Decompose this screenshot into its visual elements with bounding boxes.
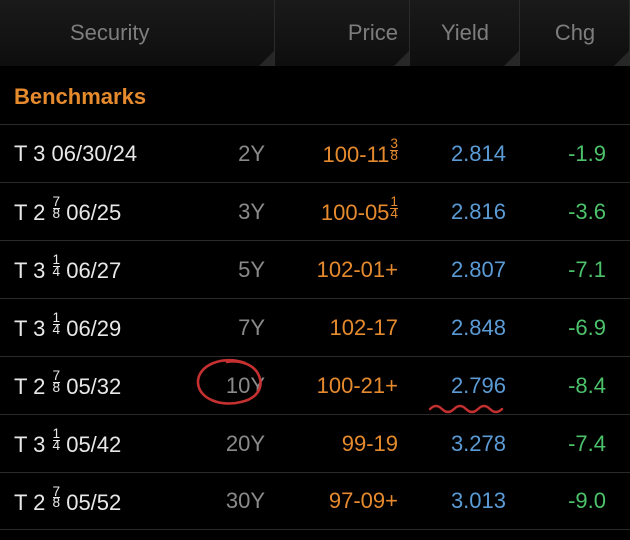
col-divider-icon [259, 50, 275, 66]
cell-security: T 3 14 06/27 [0, 255, 180, 284]
col-header-security[interactable]: Security [0, 0, 275, 66]
table-row[interactable]: T 2 78 05/5230Y97-09+3.013-9.0 [0, 472, 630, 530]
cell-tenor: 10Y [180, 373, 275, 399]
col-divider-icon [504, 50, 520, 66]
cell-chg: -6.9 [520, 315, 630, 341]
cell-tenor: 5Y [180, 257, 275, 283]
col-header-price[interactable]: Price [275, 0, 410, 66]
cell-security: T 3 14 06/29 [0, 313, 180, 342]
col-header-security-label: Security [70, 20, 149, 46]
cell-price: 99-19 [275, 431, 410, 457]
cell-price: 100-21+ [275, 373, 410, 399]
cell-price: 100-1138 [275, 139, 410, 168]
cell-tenor: 30Y [180, 488, 275, 514]
cell-chg: -9.0 [520, 488, 630, 514]
col-header-yield[interactable]: Yield [410, 0, 520, 66]
cell-tenor: 2Y [180, 141, 275, 167]
col-header-chg[interactable]: Chg [520, 0, 630, 66]
cell-yield: 2.796 [410, 373, 520, 399]
cell-security: T 3 06/30/24 [0, 141, 180, 167]
cell-price: 97-09+ [275, 488, 410, 514]
treasury-benchmark-table: Security Price Yield Chg Benchmarks T 3 … [0, 0, 630, 530]
fraction-icon: 14 [53, 255, 61, 278]
table-row[interactable]: T 2 78 05/3210Y100-21+2.796-8.4 [0, 356, 630, 414]
cell-chg: -3.6 [520, 199, 630, 225]
col-divider-icon [614, 50, 630, 66]
cell-security: T 2 78 05/52 [0, 487, 180, 516]
table-body: T 3 06/30/242Y100-11382.814-1.9T 2 78 06… [0, 124, 630, 530]
cell-price: 100-0514 [275, 197, 410, 226]
cell-yield: 2.848 [410, 315, 520, 341]
col-header-price-label: Price [348, 20, 398, 46]
fraction-icon: 14 [53, 429, 61, 452]
cell-tenor: 7Y [180, 315, 275, 341]
cell-chg: -1.9 [520, 141, 630, 167]
table-row[interactable]: T 3 06/30/242Y100-11382.814-1.9 [0, 124, 630, 182]
fraction-icon: 78 [53, 197, 61, 220]
cell-chg: -7.4 [520, 431, 630, 457]
table-row[interactable]: T 2 78 06/253Y100-05142.816-3.6 [0, 182, 630, 240]
cell-chg: -7.1 [520, 257, 630, 283]
cell-chg: -8.4 [520, 373, 630, 399]
cell-security: T 2 78 05/32 [0, 371, 180, 400]
col-header-chg-label: Chg [555, 20, 595, 46]
cell-tenor: 20Y [180, 431, 275, 457]
table-row[interactable]: T 3 14 06/275Y102-01+2.807-7.1 [0, 240, 630, 298]
cell-price: 102-01+ [275, 257, 410, 283]
table-row[interactable]: T 3 14 05/4220Y99-193.278-7.4 [0, 414, 630, 472]
fraction-icon: 38 [390, 139, 398, 162]
fraction-icon: 14 [390, 197, 398, 220]
fraction-icon: 78 [53, 371, 61, 394]
cell-security: T 3 14 05/42 [0, 429, 180, 458]
cell-yield: 2.816 [410, 199, 520, 225]
table-header-row: Security Price Yield Chg [0, 0, 630, 68]
cell-yield: 3.013 [410, 488, 520, 514]
cell-tenor: 3Y [180, 199, 275, 225]
fraction-icon: 14 [53, 313, 61, 336]
cell-yield: 3.278 [410, 431, 520, 457]
cell-price: 102-17 [275, 315, 410, 341]
col-header-yield-label: Yield [441, 20, 489, 46]
cell-yield: 2.807 [410, 257, 520, 283]
table-row[interactable]: T 3 14 06/297Y102-172.848-6.9 [0, 298, 630, 356]
cell-security: T 2 78 06/25 [0, 197, 180, 226]
section-title-benchmarks: Benchmarks [0, 68, 630, 124]
col-divider-icon [394, 50, 410, 66]
cell-yield: 2.814 [410, 141, 520, 167]
fraction-icon: 78 [53, 487, 61, 510]
